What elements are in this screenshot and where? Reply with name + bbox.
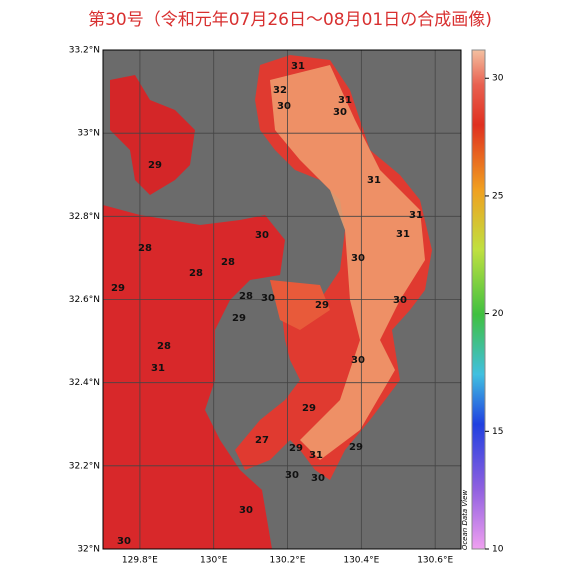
contour-label: 28 [239,291,253,302]
contour-label: 29 [349,442,363,453]
contour-label: 29 [111,283,125,294]
title: 第30号（令和元年07月26日～08月01日の合成画像) [88,10,492,30]
lat-tick-label: 32°N [77,545,100,555]
contour-label: 30 [117,536,131,547]
contour-label: 31 [396,229,410,240]
graticule [103,49,461,550]
contour-label: 28 [138,243,152,254]
contour-label: 30 [261,293,275,304]
colorbar-tick-label: 30 [492,74,504,84]
contour-label: 30 [393,295,407,306]
contour-label: 30 [239,505,253,516]
contour-label: 31 [367,175,381,186]
contour-label: 30 [277,101,291,112]
contour-label: 31 [151,363,165,374]
contour-label: 27 [255,435,269,446]
colorbar-tick-label: 10 [492,545,504,555]
lat-tick-label: 32.6°N [69,295,100,305]
contour-label: 30 [285,470,299,481]
contour-label: 30 [255,230,269,241]
contour-label: 32 [273,85,287,96]
colorbar-tick-label: 20 [492,309,504,319]
lon-tick-label: 129.8°E [122,556,158,566]
lat-tick-label: 32.2°N [69,461,100,471]
lon-tick-label: 130.2°E [270,556,306,566]
colorbar [471,49,486,550]
contour-label: 31 [338,95,352,106]
lat-tick-label: 33°N [77,129,100,139]
lat-tick-label: 33.2°N [69,46,100,56]
contour-label: 30 [351,253,365,264]
contour-label: 31 [291,61,305,72]
colorbar-tick-label: 15 [492,427,503,437]
colorbar-tick-label: 25 [492,191,503,201]
credit: Ocean Data View [461,490,469,551]
lon-tick-label: 130°E [200,556,228,566]
contour-label: 29 [289,443,303,454]
contour-label: 30 [311,473,325,484]
lon-tick-label: 130.4°E [343,556,379,566]
contour-label: 29 [232,313,246,324]
contour-label: 30 [333,107,347,118]
contour-label: 29 [148,160,162,171]
lat-tick-label: 32.4°N [69,378,100,388]
map-frame [102,49,462,550]
contour-label: 28 [221,257,235,268]
sea [103,55,432,549]
contour-label: 28 [189,268,203,279]
lat-tick-label: 32.8°N [69,212,100,222]
contour-label: 31 [409,210,423,221]
contour-label: 29 [302,403,316,414]
contour-label: 30 [351,355,365,366]
contour-label: 29 [315,300,329,311]
contour-label: 31 [309,450,323,461]
contour-label: 28 [157,341,171,352]
lon-tick-label: 130.6°E [417,556,453,566]
